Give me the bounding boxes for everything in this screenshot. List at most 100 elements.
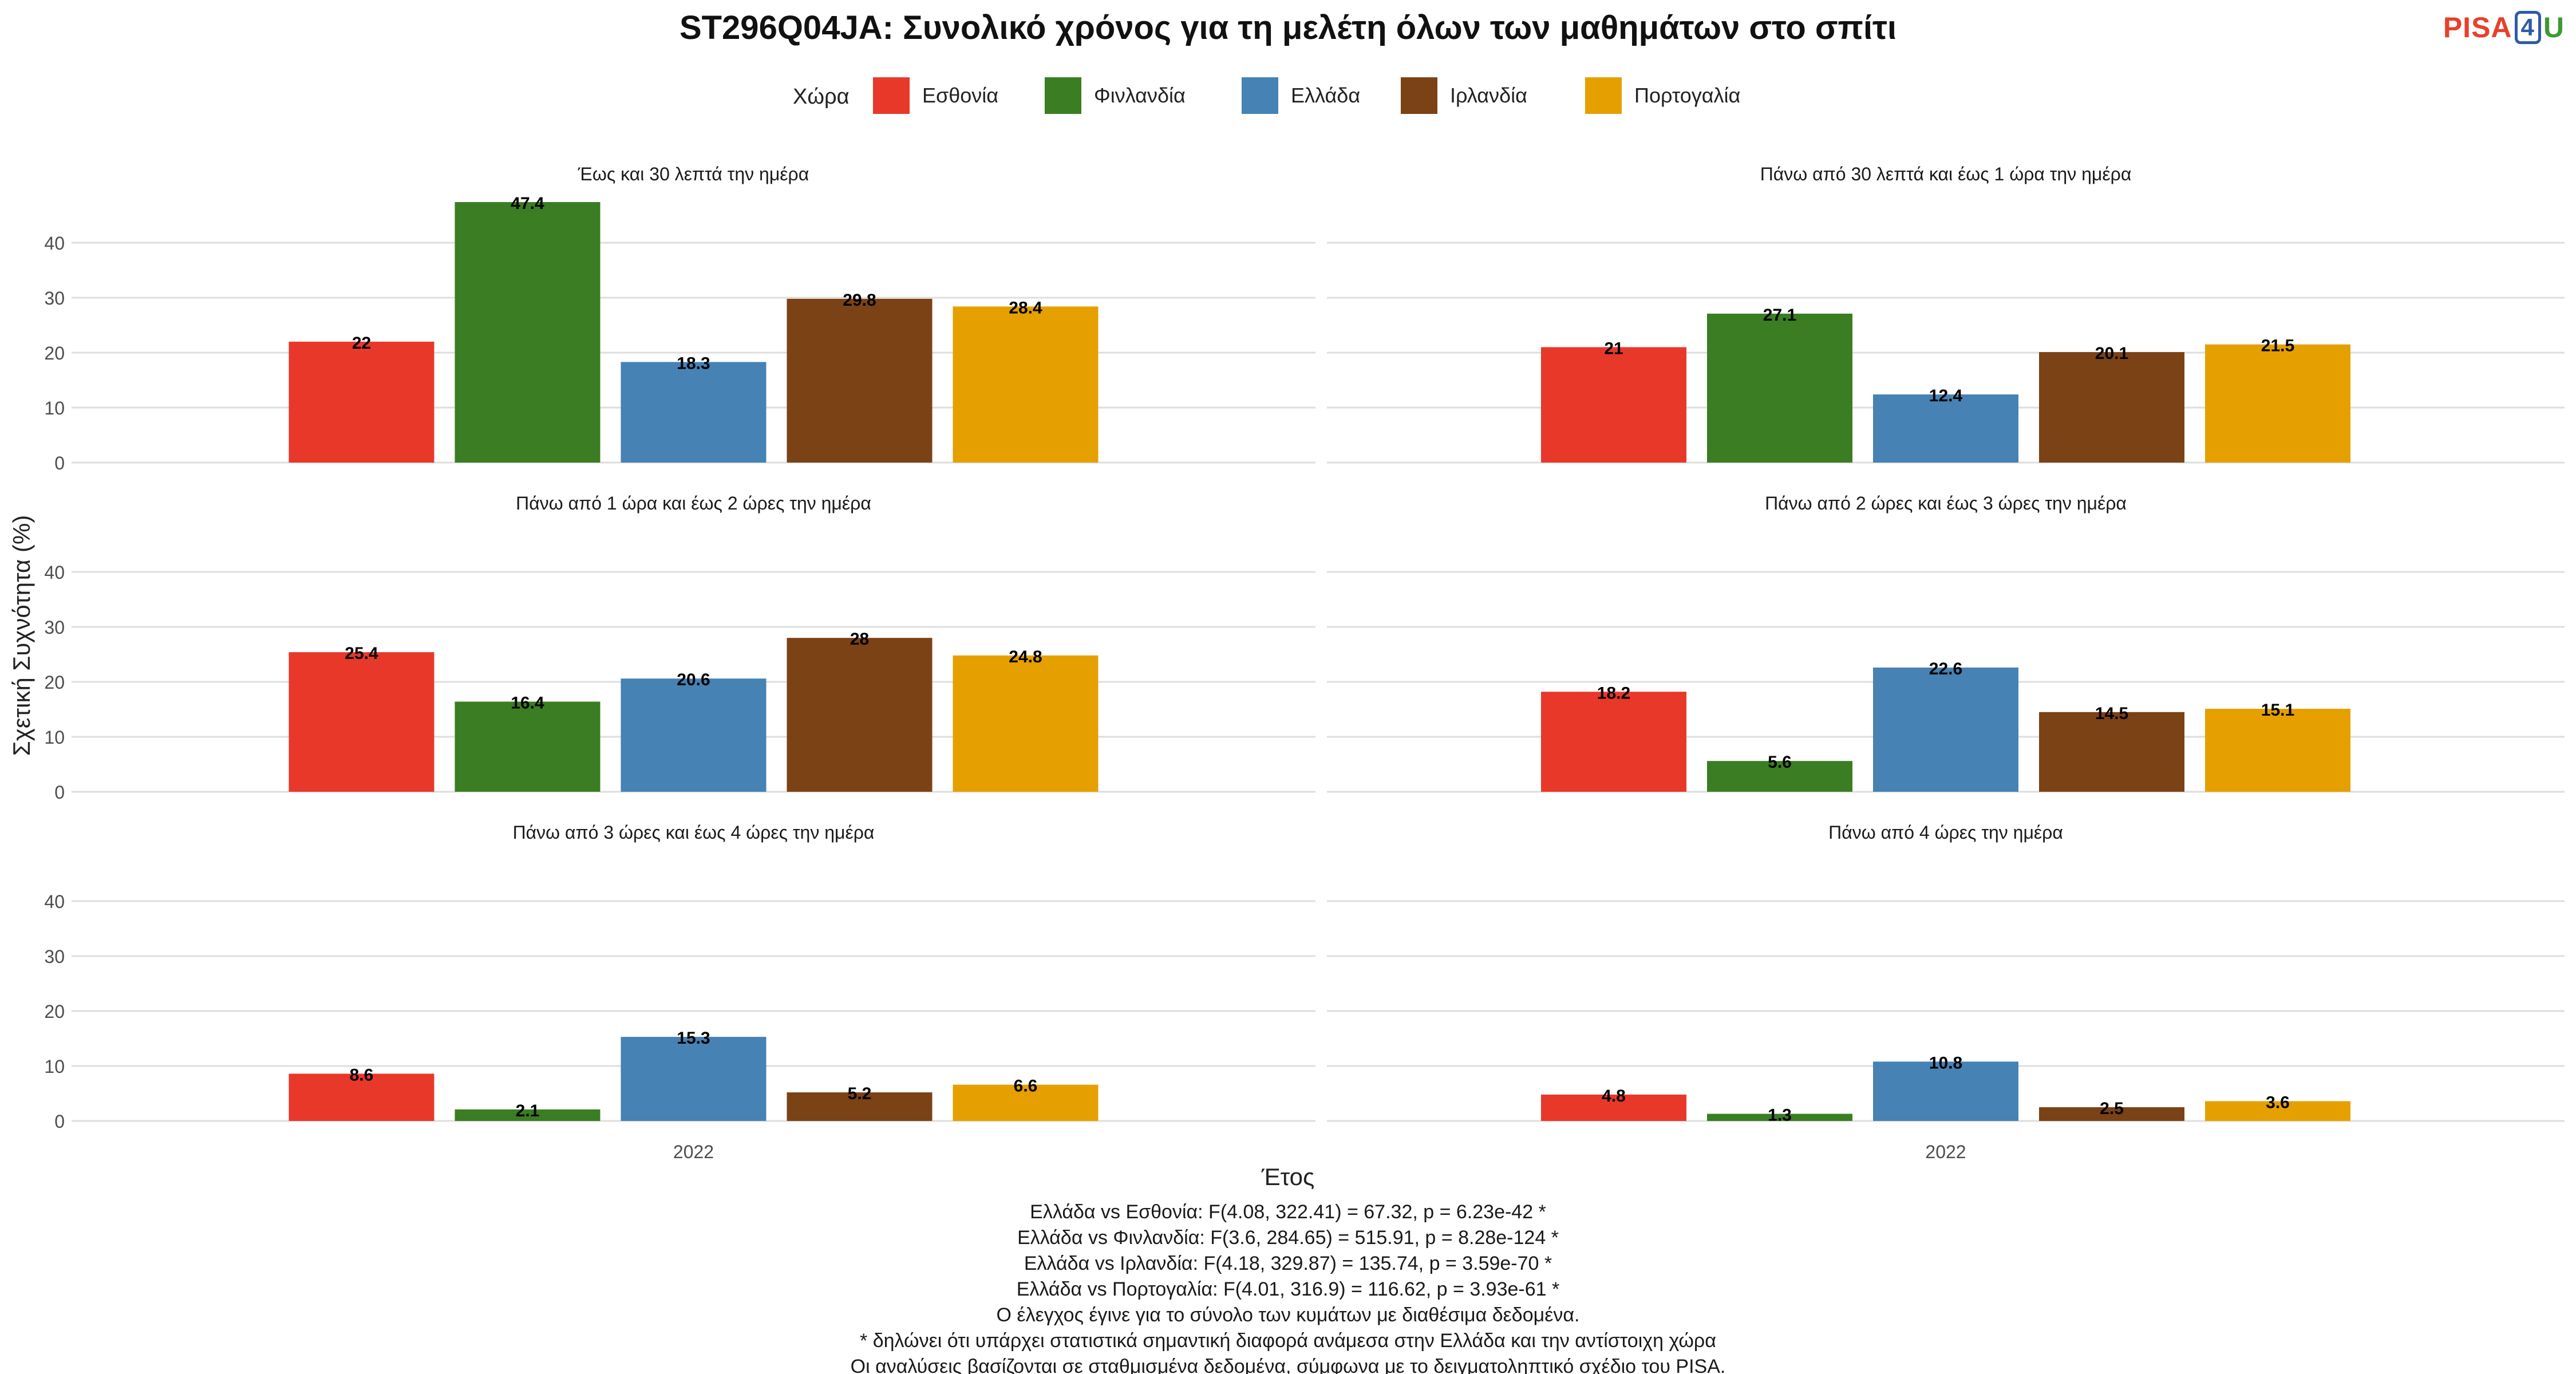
bar-2-3: [1873, 394, 2018, 463]
bar-2-1: [1541, 347, 1686, 463]
y-tick-label: 30: [44, 288, 65, 309]
y-tick-label: 10: [44, 398, 65, 418]
pisa4u-logo: PISA 4 U: [2443, 10, 2565, 45]
bar-label-6-5: 3.6: [2266, 1093, 2290, 1112]
bar-6-5: [2205, 1101, 2350, 1121]
bar-label-3-4: 28: [850, 630, 869, 649]
panel-strip-4: Πάνω από 2 ώρες και έως 3 ώρες την ημέρα: [1765, 493, 2127, 514]
bar-label-3-5: 24.8: [1009, 647, 1042, 666]
y-tick-label: 0: [54, 782, 65, 803]
bar-5-2: [455, 1109, 600, 1121]
footnote-line-6: * δηλώνει ότι υπάρχει στατιστικά σημαντι…: [860, 1330, 1716, 1352]
x-tick-label: 2022: [1925, 1142, 1966, 1162]
bar-6-3: [1873, 1061, 2018, 1121]
bar-label-1-3: 18.3: [677, 354, 710, 373]
legend-label-4: Ιρλανδία: [1450, 84, 1527, 107]
y-tick-label: 0: [54, 453, 65, 473]
y-tick-label: 10: [44, 1056, 65, 1077]
x-tick-label: 2022: [673, 1142, 714, 1162]
bar-4-5: [2205, 709, 2350, 792]
bar-label-5-4: 5.2: [848, 1084, 872, 1103]
bar-5-3: [621, 1037, 767, 1121]
bar-label-4-3: 22.6: [1929, 660, 1962, 678]
bar-3-2: [455, 701, 600, 792]
bar-label-2-2: 27.1: [1763, 306, 1796, 325]
bar-1-3: [621, 362, 767, 463]
footnote-line-5: Ο έλεγχος έγινε για το σύνολο των κυμάτω…: [997, 1304, 1580, 1326]
bar-2-4: [2039, 352, 2184, 463]
bar-1-5: [953, 306, 1099, 463]
bar-label-6-4: 2.5: [2100, 1099, 2124, 1118]
panel-strip-3: Πάνω από 1 ώρα και έως 2 ώρες την ημέρα: [516, 493, 871, 514]
bar-3-3: [621, 678, 767, 792]
bar-4-3: [1873, 668, 2018, 792]
bar-1-2: [455, 202, 600, 463]
chart-title: ST296Q04JA: Συνολικό χρόνος για τη μελέτ…: [679, 9, 1897, 46]
legend-swatch-5: [1585, 77, 1622, 114]
y-tick-label: 40: [44, 562, 65, 583]
x-axis-title: Έτος: [1261, 1163, 1315, 1190]
logo-u-text: U: [2543, 11, 2565, 44]
bar-label-3-3: 20.6: [677, 670, 710, 689]
y-tick-label: 0: [54, 1111, 65, 1132]
y-tick-label: 20: [44, 343, 65, 364]
bar-label-6-2: 1.3: [1768, 1106, 1792, 1125]
y-tick-label: 10: [44, 727, 65, 748]
bar-2-5: [2205, 344, 2350, 463]
bar-2-2: [1707, 313, 1852, 463]
bar-label-5-3: 15.3: [677, 1029, 710, 1048]
bar-4-4: [2039, 712, 2184, 792]
footnote-line-1: Ελλάδα vs Εσθονία: F(4.08, 322.41) = 67.…: [1030, 1201, 1546, 1223]
bar-1-1: [289, 341, 434, 463]
footnote-line-7: Οι αναλύσεις βασίζονται σε σταθμισμένα δ…: [851, 1356, 1726, 1374]
bar-label-5-1: 8.6: [350, 1065, 374, 1084]
bar-6-1: [1541, 1094, 1686, 1121]
bar-label-1-5: 28.4: [1009, 298, 1042, 317]
bar-label-6-1: 4.8: [1602, 1087, 1626, 1105]
bar-6-4: [2039, 1107, 2184, 1121]
bar-label-5-2: 2.1: [516, 1101, 540, 1120]
bar-label-2-5: 21.5: [2261, 337, 2294, 356]
bar-label-4-1: 18.2: [1597, 684, 1630, 702]
bar-label-1-2: 47.4: [511, 194, 544, 213]
panel-strip-6: Πάνω από 4 ώρες την ημέρα: [1828, 822, 2063, 843]
bar-3-1: [289, 652, 434, 792]
y-tick-label: 20: [44, 1001, 65, 1022]
footnote-line-3: Ελλάδα vs Ιρλανδία: F(4.18, 329.87) = 13…: [1024, 1253, 1552, 1274]
bar-label-5-5: 6.6: [1014, 1077, 1038, 1096]
footnote-line-4: Ελλάδα vs Πορτογαλία: F(4.01, 316.9) = 1…: [1017, 1278, 1559, 1300]
bar-label-4-5: 15.1: [2261, 701, 2294, 720]
panel-strip-5: Πάνω από 3 ώρες και έως 4 ώρες την ημέρα: [513, 822, 875, 843]
bar-5-1: [289, 1073, 434, 1121]
legend-label-5: Πορτογαλία: [1634, 84, 1740, 107]
bar-label-6-3: 10.8: [1929, 1053, 1962, 1072]
bar-label-1-1: 22: [352, 334, 371, 353]
bar-label-3-2: 16.4: [511, 694, 544, 713]
y-axis-title: Σχετική Συχνότητα (%): [8, 515, 35, 756]
bar-label-2-4: 20.1: [2095, 344, 2128, 363]
legend-label-3: Ελλάδα: [1291, 84, 1360, 107]
legend-label-1: Εσθονία: [922, 84, 998, 107]
legend-swatch-1: [873, 77, 910, 114]
bar-3-4: [787, 638, 933, 792]
legend-swatch-3: [1242, 77, 1278, 114]
bar-label-1-4: 29.8: [843, 291, 876, 310]
bar-3-5: [953, 655, 1099, 792]
logo-pisa-text: PISA: [2443, 11, 2512, 44]
panel-strip-2: Πάνω από 30 λεπτά και έως 1 ώρα την ημέρ…: [1760, 164, 2132, 184]
legend-swatch-4: [1401, 77, 1437, 114]
bar-5-5: [953, 1084, 1099, 1121]
footnote-line-2: Ελλάδα vs Φινλανδία: F(3.6, 284.65) = 51…: [1017, 1227, 1559, 1249]
logo-four-text: 4: [2514, 11, 2541, 44]
bar-1-4: [787, 298, 933, 463]
bar-label-4-2: 5.6: [1768, 753, 1792, 772]
legend-label-2: Φινλανδία: [1094, 84, 1186, 107]
legend-title: Χώρα: [793, 85, 850, 109]
bar-label-2-3: 12.4: [1929, 386, 1963, 405]
y-tick-label: 40: [44, 891, 65, 912]
bar-6-2: [1707, 1114, 1852, 1121]
panel-strip-1: Έως και 30 λεπτά την ημέρα: [578, 164, 809, 184]
legend-swatch-2: [1045, 77, 1081, 114]
bar-label-4-4: 14.5: [2095, 704, 2128, 723]
